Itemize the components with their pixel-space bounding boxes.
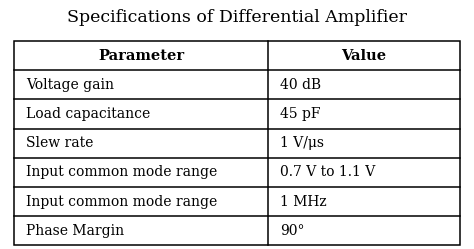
Text: Voltage gain: Voltage gain: [26, 78, 114, 92]
Text: Specifications of Differential Amplifier: Specifications of Differential Amplifier: [67, 9, 407, 26]
Text: 1 V/μs: 1 V/μs: [280, 136, 324, 150]
Text: 40 dB: 40 dB: [280, 78, 321, 92]
Text: 45 pF: 45 pF: [280, 107, 320, 121]
Text: Value: Value: [341, 49, 386, 63]
Text: 0.7 V to 1.1 V: 0.7 V to 1.1 V: [280, 165, 375, 179]
Text: Parameter: Parameter: [98, 49, 184, 63]
Text: Input common mode range: Input common mode range: [26, 165, 217, 179]
Text: Phase Margin: Phase Margin: [26, 224, 124, 238]
Text: Slew rate: Slew rate: [26, 136, 93, 150]
Bar: [14, 41, 460, 245]
Text: 90°: 90°: [280, 224, 304, 238]
Text: Load capacitance: Load capacitance: [26, 107, 150, 121]
Text: Input common mode range: Input common mode range: [26, 194, 217, 208]
Text: 1 MHz: 1 MHz: [280, 194, 326, 208]
